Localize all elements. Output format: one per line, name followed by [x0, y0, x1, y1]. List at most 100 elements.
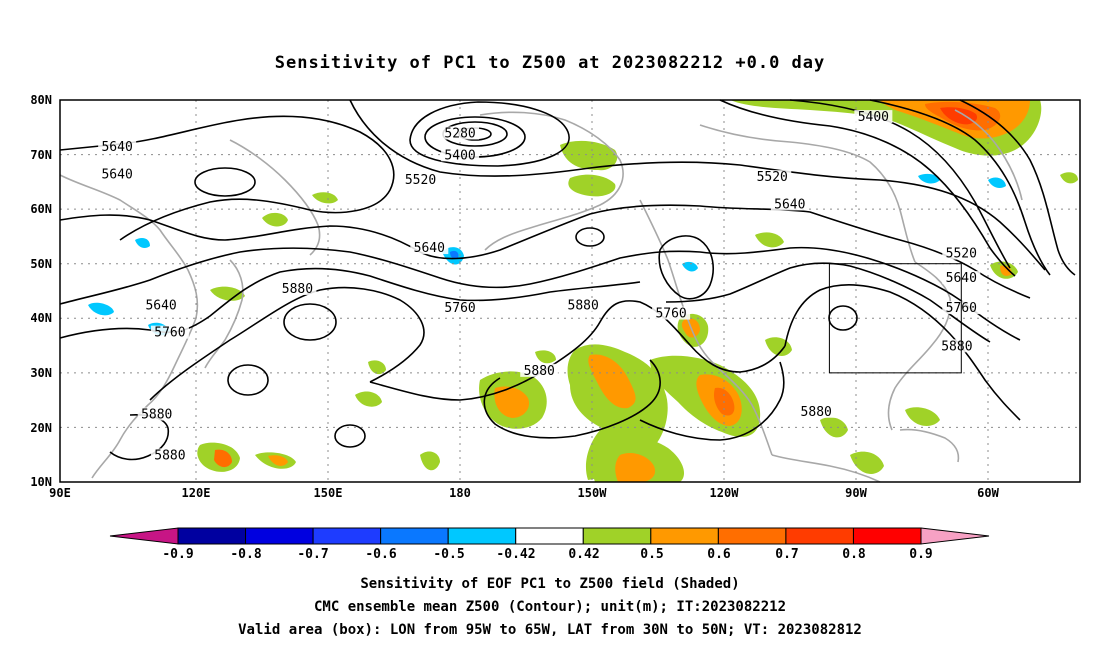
lon-label: 60W [977, 486, 999, 500]
contour-label-bg [753, 170, 792, 184]
shade-blob [420, 451, 440, 471]
contour-label: 5520 [946, 247, 977, 262]
contour-5640-arctic [959, 99, 1076, 276]
contour-5520-rockies [658, 235, 714, 300]
shade-blob [940, 107, 978, 125]
contour-5640-mid [59, 204, 1031, 299]
coastline-caribbean [899, 428, 960, 463]
contour-label-bg [520, 363, 559, 377]
contour-5880-pacific [639, 361, 785, 441]
contour-5580-arctic [869, 99, 1051, 276]
caption-line-2: CMC ensemble mean Z500 (Contour); unit(m… [314, 599, 786, 615]
contour-label-bg [278, 282, 317, 295]
valid-area-box [828, 263, 962, 374]
contour-label-bg [150, 325, 189, 339]
contour-5460-arctic [789, 99, 1011, 269]
colorbar-segment [582, 527, 652, 545]
colorbar-tick-label: -0.8 [230, 547, 261, 562]
caption-line-1: Sensitivity of EOF PC1 to Z500 field (Sh… [360, 576, 739, 592]
shade-blob [682, 261, 698, 272]
colorbar-tick-label: 0.5 [640, 547, 663, 562]
shade-blob [535, 350, 556, 364]
shade-blob [1060, 172, 1078, 184]
map-panel: 5640 5640 5280 5400 5520 5400 5520 5640 5640 5640… [30, 93, 1081, 500]
contour-label: 5640 [414, 241, 445, 256]
colorbar-tick-label: 0.42 [568, 547, 599, 562]
contour-label: 5760 [444, 301, 475, 316]
contour-label: 5280 [444, 126, 475, 141]
contour-5880-small [334, 424, 366, 448]
lat-label: 10N [30, 475, 52, 489]
colorbar-tick-label: -0.7 [297, 547, 328, 562]
contour-label: 5880 [154, 448, 185, 463]
coastline-greenland [954, 109, 1023, 201]
contour-label: 5880 [282, 282, 313, 297]
coastline-canada-west [639, 199, 773, 456]
shade-blob [988, 177, 1006, 188]
colorbar-segment [312, 527, 382, 545]
contour-label: 5520 [405, 173, 436, 188]
coastline-alaska [479, 111, 624, 251]
contour-5880-center [369, 300, 786, 401]
shade-blob [88, 302, 114, 316]
contour-5760-east [665, 262, 991, 343]
coastline-kamchatka [229, 139, 321, 256]
contour-label-bg [137, 407, 176, 421]
shade-blob [494, 386, 530, 418]
colorbar-tick-label: -0.9 [162, 547, 193, 562]
lat-label: 70N [30, 148, 52, 162]
colorbar-high-end [920, 527, 990, 545]
contour-label: 5880 [141, 408, 172, 423]
shade-blob [918, 173, 940, 184]
contour-label-bg [142, 298, 181, 312]
lon-label: 150W [578, 486, 608, 500]
colorbar-tick-label: -0.5 [433, 547, 464, 562]
map-frame [59, 99, 1081, 483]
latitude-axis: 80N 70N 60N 50N 40N 30N 20N 10N [30, 93, 52, 489]
contour-label-bg [564, 298, 603, 312]
contour-label-bg [797, 404, 836, 418]
shade-blob [588, 354, 636, 409]
caption-line-3: Valid area (box): LON from 95W to 65W, L… [238, 622, 862, 638]
colorbar-tick-label: 0.6 [707, 547, 731, 562]
shade-blob [905, 407, 940, 426]
contour-label-bg [441, 126, 480, 140]
contour-labels: 5640 5640 5280 5400 5520 5400 5520 5640 5640 5640… [98, 110, 981, 463]
shade-blob [312, 192, 338, 204]
colorbar-ticks: -0.9 -0.8 -0.7 -0.6 -0.5 -0.42 0.42 0.5 … [162, 547, 932, 562]
contour-label-bg [150, 448, 189, 462]
colorbar-segment [447, 527, 517, 545]
contour-5940-closed [227, 364, 269, 396]
coastline-japan [204, 259, 244, 369]
shade-blob [560, 140, 618, 171]
contour-label-bg [937, 339, 976, 353]
lat-label: 30N [30, 366, 52, 380]
colorbar-tick-label: -0.6 [365, 547, 396, 562]
contour-label: 5640 [774, 197, 805, 212]
caption: Sensitivity of EOF PC1 to Z500 field (Sh… [238, 576, 862, 638]
lon-label: 90W [845, 486, 867, 500]
lat-label: 50N [30, 257, 52, 271]
contour-5700-mid [59, 246, 1021, 341]
contour-5520-north [349, 99, 1046, 271]
contour-label: 5520 [757, 170, 788, 185]
colorbar-tick-label: 0.9 [909, 547, 932, 562]
contour-label-bg [98, 140, 137, 154]
contour-label: 5880 [524, 364, 555, 379]
shade-blob [268, 455, 288, 466]
contour-5880-east [784, 284, 1021, 421]
colorbar-tick-label: -0.42 [496, 547, 535, 562]
contour-label: 5880 [568, 298, 599, 313]
contour-5700-west [194, 167, 256, 197]
colorbar-segment [785, 527, 854, 545]
coastline-east-us [887, 261, 952, 431]
contour-5460 [409, 101, 570, 167]
map-title: Sensitivity of PC1 to Z500 at 2023082212… [275, 53, 826, 73]
colorbar: -0.9 -0.8 -0.7 -0.6 -0.5 -0.42 0.42 0.5 … [109, 527, 990, 562]
colorbar-low-end [109, 527, 179, 545]
lon-label: 150E [314, 486, 343, 500]
lon-label: 120E [182, 486, 211, 500]
contour-label: 5400 [858, 110, 889, 125]
shade-blob [1000, 265, 1012, 276]
contour-label-bg [441, 301, 480, 315]
